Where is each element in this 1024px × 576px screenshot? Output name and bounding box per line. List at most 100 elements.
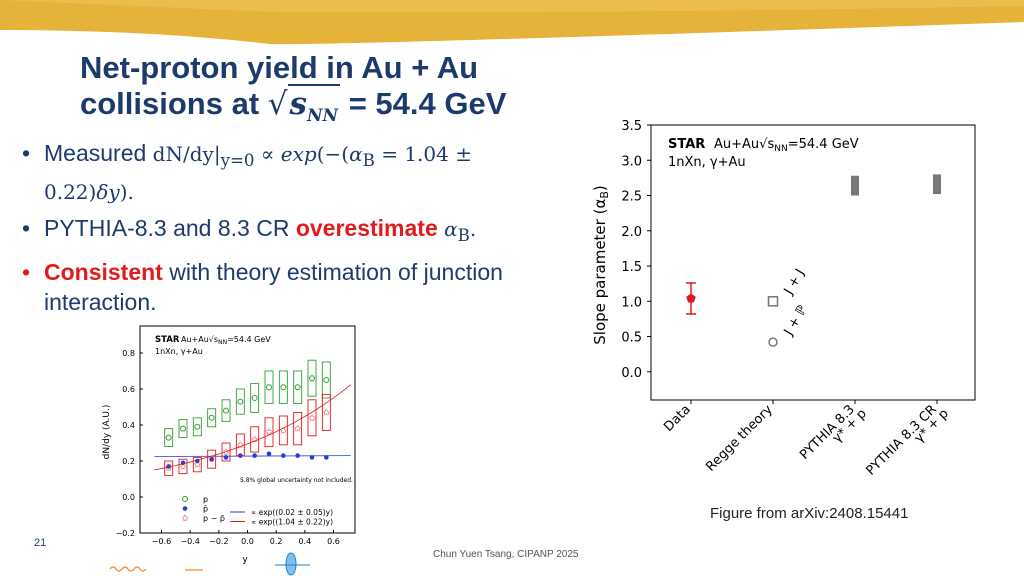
dndy-ylabel: dN/dy (A.U.) [102,405,112,460]
slide-title: Net-proton yield in Au + Au collisions a… [80,50,640,134]
dndy-sys-box [164,460,174,476]
dndy-sys-box [164,428,174,448]
dndy-ytick-label: −0.2 [116,529,135,538]
legend-marker-antiproton [182,506,188,511]
dndy-sys-box [207,408,217,428]
slope-star-label: STAR [668,137,705,152]
dndy-point-antiproton [324,455,329,460]
dndy-sys-box [192,417,202,437]
dndy-ytick-label: 0.8 [122,349,135,358]
slope-ytick-label: 3.5 [621,119,642,134]
legend-fit-label: ∝ exp((1.04 ± 0.22)y) [251,518,333,527]
dndy-sys-box [221,399,231,422]
dndy-legend-line2: 1nXn, γ+Au [155,347,203,356]
legend-marker-netproton: ✩ [181,514,189,524]
legend-marker-proton [182,496,188,502]
dndy-xlabel: y [242,555,248,565]
dndy-point-antiproton [266,451,272,457]
dndy-xtick-label: 0.6 [327,537,340,546]
slope-legend-line1: Au+Au√sNN=54.4 GeV [714,137,859,154]
top-banner [0,0,1024,45]
slope-ytick-label: 0.0 [621,366,642,381]
regge-point-jj [767,296,779,307]
slope-ytick-label: 3.0 [621,154,642,169]
dndy-star-label: STAR [155,335,180,345]
dndy-point-proton [180,425,186,432]
title-line-1: Net-proton yield in Au + Au [80,50,479,85]
legend-label: p [203,495,208,504]
dndy-point-proton [280,384,287,391]
dndy-point-proton [223,407,229,414]
dndy-sys-box [307,399,317,437]
title-line-2: collisions at √sNN = 54.4 GeV [80,84,507,127]
dndy-sys-box [321,393,331,431]
slide-number: 21 [34,537,47,549]
dndy-point-netproton: ✩ [208,455,216,465]
dndy-sys-box [321,361,331,399]
dndy-sys-box [250,426,260,453]
dndy-note: 5.8% global uncertainty not included. [240,477,353,484]
dndy-sys-box [207,449,217,469]
dndy-xtick-label: 0.4 [298,537,311,546]
nucleus-icon [285,552,297,576]
dndy-sys-box [264,417,274,448]
dndy-point-antiproton [295,453,300,458]
dndy-point-antiproton [223,455,229,460]
slope-chart: STAR Au+Au√sNN=54.4 GeV 1nXn, γ+Au Slope… [591,119,976,479]
dndy-point-proton [194,423,201,430]
legend-fit-label: ∝ exp((0.02 ± 0.05)y) [251,508,333,517]
dndy-point-antiproton [166,464,171,469]
dndy-sys-box [293,370,303,404]
slope-ytick-label: 2.5 [621,190,642,205]
consistent-highlight: Consistent [44,259,163,285]
dndy-point-proton [165,434,172,441]
slope-xtick-label: Data [661,402,694,435]
legend-label: p − p̄ [203,514,225,523]
bullet-measured: • Measured dN/dy|y=0 ∝ exp(−(αB = 1.04 ±… [22,140,472,204]
dndy-xtick-label: 0.0 [241,537,254,546]
dndy-plot-frame [139,325,356,534]
dndy-point-proton [266,384,272,391]
dndy-sys-box [250,383,260,413]
bullet-list: • Measured dN/dy|y=0 ∝ exp(−(αB = 1.04 ±… [22,138,562,323]
dndy-sys-box [235,433,245,457]
dndy-point-proton [251,395,258,401]
dndy-point-antiproton [209,456,214,462]
slope-ylabel: Slope parameter (αB) [591,185,611,345]
dndy-sys-box [278,415,288,446]
dndy-point-netproton: ✩ [308,414,316,424]
dndy-point-antiproton [281,453,286,458]
dndy-ytick-label: 0.6 [122,385,135,394]
slope-ytick-label: 1.0 [621,295,642,310]
measured-formula: dN/dy|y=0 ∝ exp(−(αB = 1.04 ± [152,142,472,170]
pythia-band [851,175,859,196]
dndy-point-netproton: ✩ [179,462,187,472]
dndy-chart: STAR Au+Au√sNN=54.4 GeV 1nXn, γ+Au 5.8% … [102,325,356,576]
dndy-point-proton [294,384,301,391]
legend-label: p̄ [203,505,208,514]
slope-legend-line2: 1nXn, γ+Au [668,155,746,170]
dndy-sys-box [178,419,188,439]
overestimate-highlight: overestimate [295,215,438,241]
dndy-ytick-label: 0.2 [122,457,135,466]
dndy-xtick-label: −0.4 [180,537,199,546]
dndy-point-netproton: ✩ [251,435,259,445]
dndy-sys-box [293,411,303,446]
slope-ytick-label: 1.5 [621,260,642,275]
slope-ytick-label: 0.5 [621,331,642,346]
sqrt-snn: √sNN [267,84,341,127]
dndy-point-antiproton [195,458,200,464]
dndy-xtick-label: −0.6 [152,537,171,546]
figure-caption: Figure from arXiv:2408.15441 [710,505,909,522]
slope-xtick-label: PYTHIA 8.3 CR [863,402,939,478]
footer-author: Chun Yuen Tsang, CIPANP 2025 [433,549,579,560]
slope-plot-frame [650,124,976,401]
dndy-point-netproton: ✩ [194,461,202,471]
dndy-point-proton [309,375,315,382]
bullet-pythia: • PYTHIA-8.3 and 8.3 CR overestimate αB. [22,215,477,245]
photon-wave-icon [109,566,147,572]
dndy-point-proton [323,377,330,383]
dndy-point-proton [237,398,244,405]
dndy-legend-line1: Au+Au√sNN=54.4 GeV [181,335,271,346]
dndy-sys-box [192,456,202,473]
